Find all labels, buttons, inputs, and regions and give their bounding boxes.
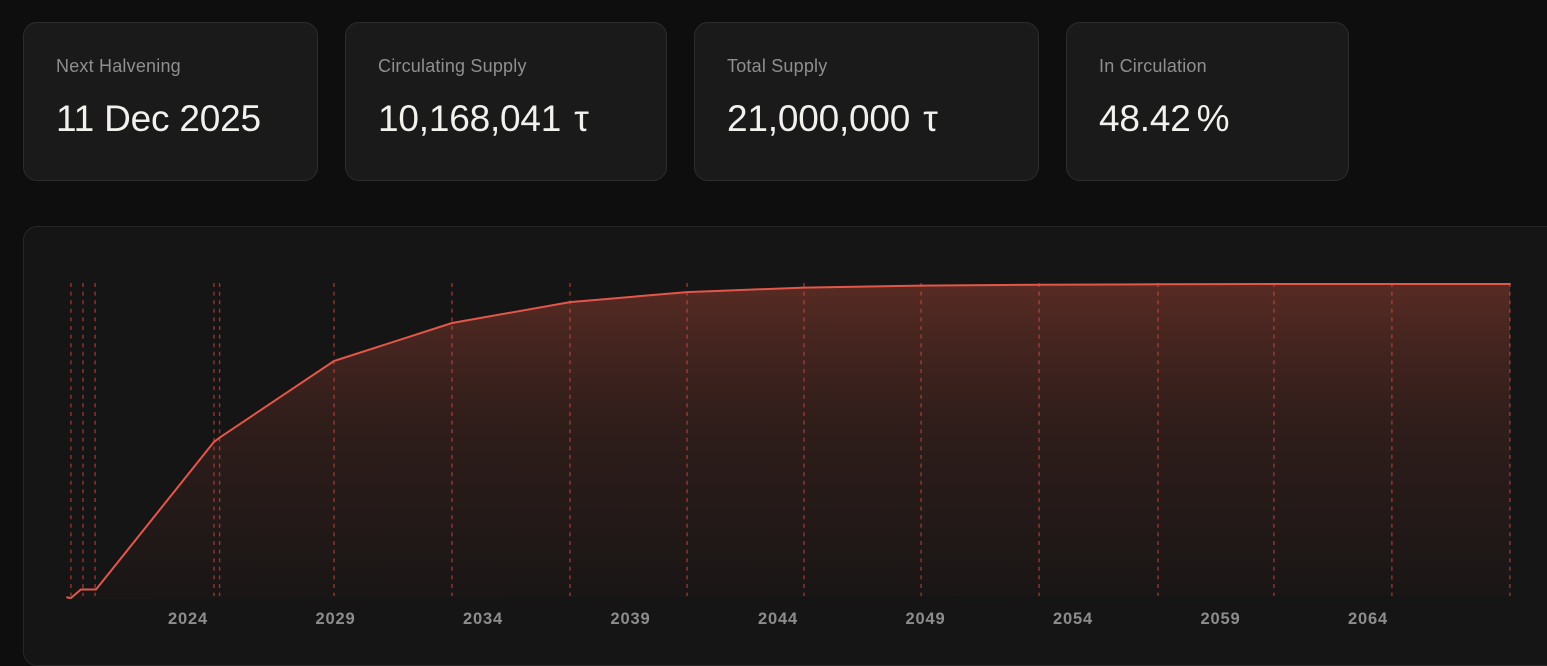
percent-symbol: %	[1196, 97, 1230, 139]
x-tick-label: 2024	[168, 610, 208, 628]
stat-card-next-halvening: Next Halvening 11 Dec 2025	[23, 22, 318, 181]
stat-value-text: 10,168,041	[378, 97, 562, 139]
stat-label: Circulating Supply	[378, 56, 527, 76]
supply-over-time-chart: 2024 2029 2034 2039 2044 2049 2054 2059 2064	[66, 283, 1511, 628]
stat-value: 21,000,000 τ	[727, 97, 1008, 140]
stat-label: Next Halvening	[56, 56, 181, 76]
stat-value: 48.42%	[1099, 97, 1318, 140]
supply-chart-card: 2024 2029 2034 2039 2044 2049 2054 2059 2064	[23, 226, 1547, 666]
stat-value: 11 Dec 2025	[56, 97, 287, 140]
stats-row: Next Halvening 11 Dec 2025 Circulating S…	[23, 22, 1349, 181]
tau-currency-symbol: τ	[923, 97, 938, 139]
stat-value-text: 11 Dec 2025	[56, 97, 261, 139]
x-tick-label: 2049	[906, 610, 946, 628]
stat-value-text: 48.42	[1099, 97, 1191, 139]
supply-area	[67, 284, 1510, 599]
tau-currency-symbol: τ	[574, 97, 589, 139]
stat-label: Total Supply	[727, 56, 828, 76]
x-tick-label: 2044	[758, 610, 798, 628]
x-tick-label: 2059	[1201, 610, 1241, 628]
stat-card-in-circulation: In Circulation 48.42%	[1066, 22, 1349, 181]
stat-card-total-supply: Total Supply 21,000,000 τ	[694, 22, 1039, 181]
stat-value-text: 21,000,000	[727, 97, 911, 139]
supply-curve	[66, 283, 1511, 599]
x-tick-label: 2064	[1348, 610, 1388, 628]
supply-area-fill	[67, 284, 1510, 599]
stat-card-circulating-supply: Circulating Supply 10,168,041 τ	[345, 22, 667, 181]
x-tick-label: 2029	[316, 610, 356, 628]
x-tick-label: 2039	[611, 610, 651, 628]
stat-value: 10,168,041 τ	[378, 97, 636, 140]
supply-curve-line	[66, 283, 1511, 599]
x-tick-label: 2034	[463, 610, 503, 628]
stat-label: In Circulation	[1099, 56, 1207, 76]
x-tick-label: 2054	[1053, 610, 1093, 628]
x-axis-tick-labels: 2024 2029 2034 2039 2044 2049 2054 2059 2064	[168, 610, 1388, 628]
